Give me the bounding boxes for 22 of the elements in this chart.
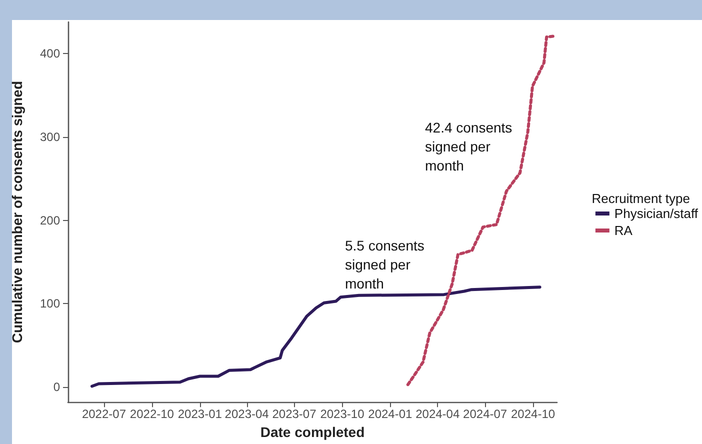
legend-label: RA [614,223,633,238]
x-tick-label: 2023-01 [178,407,222,422]
x-tick-label: 2022-07 [82,407,126,422]
y-tick-label: 200 [40,213,60,228]
x-tick-label: 2024-04 [416,407,460,422]
y-tick-label: 400 [40,46,60,61]
legend-label: Physician/staff [614,206,698,221]
y-axis-title: Cumulative number of consents signed [9,80,25,344]
x-tick-label: 2023-07 [272,407,317,422]
y-tick-label: 100 [40,296,60,311]
x-tick-label: 2024-07 [463,407,508,422]
x-tick-label: 2024-01 [368,407,413,422]
x-tick-label: 2023-10 [320,407,365,422]
x-tick-label: 2022-10 [130,407,174,422]
x-axis-title: Date completed [260,424,365,440]
y-tick-label: 0 [53,380,60,394]
x-tick-label: 2024-10 [510,407,556,422]
y-tick-label: 300 [40,130,60,144]
annotation: 5.5 consents signed per month [345,238,424,292]
x-tick-label: 2023-04 [224,407,270,422]
annotation: 42.4 consents signed per month [425,120,512,174]
legend-title: Recruitment type [592,191,690,206]
